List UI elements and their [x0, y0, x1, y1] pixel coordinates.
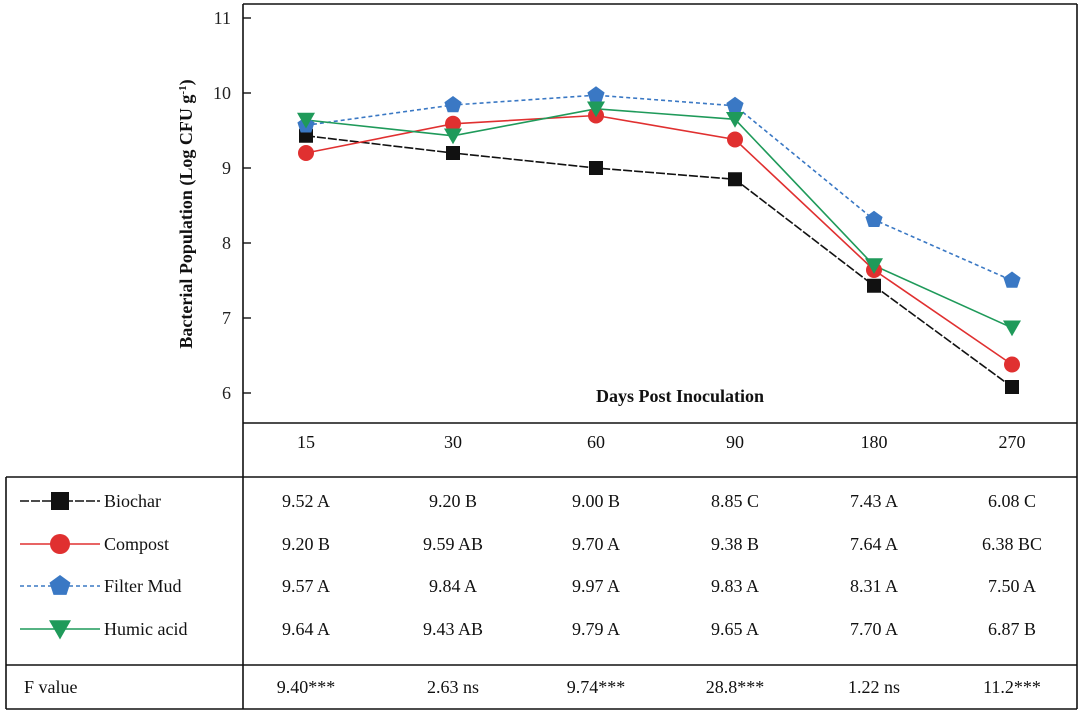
- data-label: 6.08 C: [988, 491, 1036, 511]
- data-label: 6.87 B: [988, 619, 1036, 639]
- x-tick-label: 90: [726, 432, 744, 452]
- y-axis-label: Bacterial Population (Log CFU g-1): [176, 79, 197, 348]
- marker-triangle: [865, 258, 883, 275]
- marker-triangle: [49, 620, 71, 640]
- x-tick-label: 30: [444, 432, 462, 452]
- data-label: 9.20 B: [282, 534, 330, 554]
- marker-circle: [298, 145, 314, 161]
- x-tick-label: 270: [999, 432, 1026, 452]
- y-tick-label: 7: [222, 308, 231, 328]
- marker-triangle: [726, 112, 744, 128]
- data-label: 7.43 A: [850, 491, 898, 511]
- data-label: 6.38 BC: [982, 534, 1042, 554]
- data-label: 9.57 A: [282, 576, 330, 596]
- series-line-biochar: [305, 135, 1013, 388]
- data-label: 9.84 A: [429, 576, 477, 596]
- marker-pentagon: [587, 86, 605, 103]
- y-tick-label: 6: [222, 383, 231, 403]
- data-label: 9.83 A: [711, 576, 759, 596]
- data-label: 9.97 A: [572, 576, 620, 596]
- series-line-filter-mud: [305, 94, 1013, 282]
- marker-square: [867, 278, 881, 293]
- data-label: 9.59 AB: [423, 534, 483, 554]
- y-tick-label: 10: [213, 83, 231, 103]
- fvalue-cell: 9.40***: [277, 677, 336, 697]
- marker-triangle: [444, 128, 462, 145]
- legend-label: Filter Mud: [104, 576, 182, 596]
- data-label: 9.64 A: [282, 619, 330, 639]
- fvalue-cell: 9.74***: [567, 677, 626, 697]
- x-tick-label: 180: [861, 432, 888, 452]
- data-label: 9.00 B: [572, 491, 620, 511]
- marker-circle: [445, 115, 461, 132]
- data-label: 8.85 C: [711, 491, 759, 511]
- marker-square: [51, 492, 69, 510]
- data-label: 9.79 A: [572, 619, 620, 639]
- data-label: 9.43 AB: [423, 619, 483, 639]
- legend-label: Humic acid: [104, 619, 187, 639]
- legend-label: Compost: [104, 534, 169, 554]
- marker-triangle: [1003, 320, 1021, 337]
- marker-circle: [50, 534, 70, 554]
- data-label: 7.70 A: [850, 619, 898, 639]
- marker-square: [589, 161, 603, 175]
- data-label: 7.50 A: [988, 576, 1036, 596]
- data-label: 7.64 A: [850, 534, 898, 554]
- fvalue-cell: 28.8***: [706, 677, 765, 697]
- marker-circle: [727, 131, 743, 148]
- data-label: 9.52 A: [282, 491, 330, 511]
- fvalue-cell: 11.2***: [983, 677, 1041, 697]
- marker-square: [1005, 380, 1019, 394]
- legend-label: Biochar: [104, 491, 161, 511]
- data-label: 9.70 A: [572, 534, 620, 554]
- data-label: 9.20 B: [429, 491, 477, 511]
- x-tick-label: 60: [587, 432, 605, 452]
- marker-square: [728, 172, 742, 187]
- series-line-humic-acid: [305, 107, 1013, 329]
- marker-pentagon: [49, 575, 71, 595]
- data-label: 9.65 A: [711, 619, 759, 639]
- fvalue-cell: 2.63 ns: [427, 677, 479, 697]
- fvalue-label: F value: [24, 677, 78, 697]
- marker-circle: [1004, 356, 1020, 373]
- marker-pentagon: [726, 96, 744, 113]
- data-label: 9.38 B: [711, 534, 759, 554]
- data-label: 8.31 A: [850, 576, 898, 596]
- series-line-compost: [305, 114, 1013, 366]
- marker-triangle: [587, 101, 605, 118]
- marker-triangle: [297, 112, 315, 129]
- marker-pentagon: [444, 96, 462, 113]
- y-tick-label: 8: [222, 233, 231, 253]
- y-tick-label: 11: [214, 8, 231, 28]
- x-axis-label: Days Post Inoculation: [596, 386, 764, 406]
- marker-pentagon: [1003, 271, 1021, 288]
- marker-square: [446, 146, 460, 160]
- x-tick-label: 15: [297, 432, 315, 452]
- y-tick-label: 9: [222, 158, 231, 178]
- fvalue-cell: 1.22 ns: [848, 677, 900, 697]
- marker-pentagon: [865, 210, 883, 227]
